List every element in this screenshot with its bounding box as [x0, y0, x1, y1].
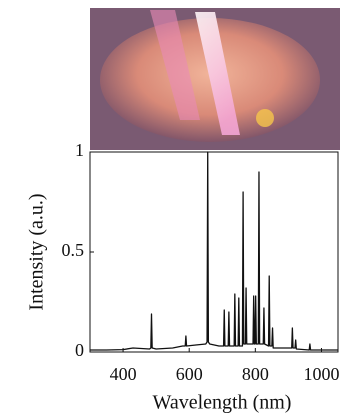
y-tick-label: 1: [75, 140, 84, 160]
laser-glow: [150, 10, 200, 120]
y-axis-label: Intensity (a.u.): [26, 193, 48, 310]
plot-frame: [89, 151, 339, 353]
y-tick-label: 0.5: [62, 240, 85, 260]
plot: [89, 151, 339, 353]
photo: [90, 8, 340, 150]
x-tick-label: 800: [242, 364, 269, 384]
x-tick-label: 1000: [303, 364, 339, 384]
x-axis-label: Wavelength (nm): [153, 392, 292, 414]
spark: [256, 109, 274, 127]
x-tick-label: 400: [110, 364, 137, 384]
x-tick-label: 600: [176, 364, 203, 384]
spectrum-line: [90, 151, 338, 351]
y-tick-label: 0: [75, 340, 84, 360]
laser-beam: [195, 12, 240, 135]
